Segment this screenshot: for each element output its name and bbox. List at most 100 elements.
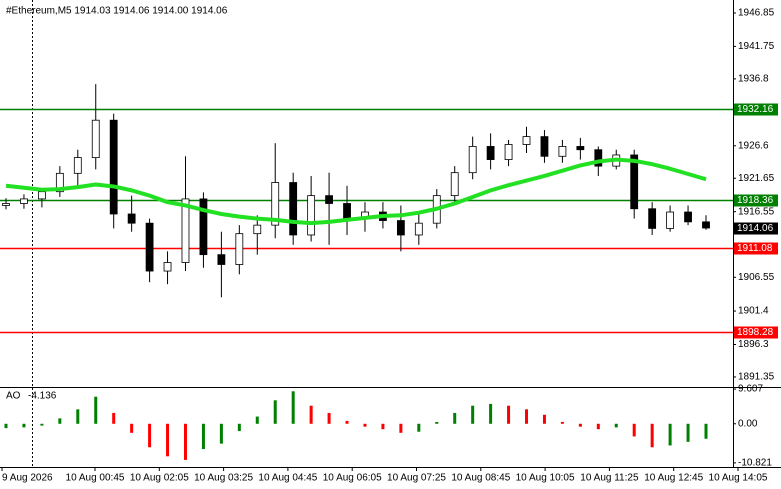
x-tick-label: 10 Aug 04:45 <box>258 473 317 484</box>
y-tick-label: 1896.3 <box>738 339 769 350</box>
x-tick-label: 10 Aug 08:45 <box>451 473 510 484</box>
candle-body <box>199 198 208 256</box>
level-label-box <box>734 242 778 255</box>
candle-body <box>343 203 351 219</box>
ao-bar <box>273 400 277 424</box>
y-tick-label: 1936.8 <box>738 74 769 85</box>
y-tick-label: 1946.85 <box>738 8 775 19</box>
candle-body <box>702 221 710 229</box>
x-tick-label: 9 Aug 2026 <box>2 473 53 484</box>
candle-body <box>558 146 567 157</box>
ao-bar <box>327 412 331 424</box>
y-tick-label: 9.607 <box>738 384 763 395</box>
ao-bar <box>578 423 582 427</box>
ao-bar <box>525 409 529 424</box>
ao-bar <box>94 396 98 424</box>
current-price-label: 1914.06 <box>737 223 774 234</box>
ao-bar <box>650 423 654 448</box>
x-tick-label: 10 Aug 00:45 <box>66 473 125 484</box>
y-tick-label: 1906.55 <box>738 272 775 283</box>
x-tick-label: 10 Aug 06:05 <box>323 473 382 484</box>
ao-bar <box>614 423 618 428</box>
ao-bar <box>76 409 80 424</box>
ao-bar <box>632 423 636 437</box>
ao-bar <box>560 421 564 424</box>
candle-body <box>271 182 280 226</box>
ao-bar <box>435 421 439 424</box>
candle-body <box>217 254 226 265</box>
level-label: 1898.28 <box>737 327 774 338</box>
y-tick-label: 0.00 <box>738 418 758 429</box>
candle-body <box>594 149 603 167</box>
candle-body <box>163 262 172 272</box>
ao-bar <box>183 423 187 460</box>
candle-body <box>37 191 46 200</box>
candle-body <box>325 195 333 204</box>
level-label: 1932.16 <box>737 104 774 115</box>
ao-bar <box>22 423 26 428</box>
candle-body <box>289 182 298 236</box>
ao-bar <box>112 412 116 424</box>
level-label: 1918.36 <box>737 195 774 206</box>
ao-bar <box>471 405 475 424</box>
candle-body <box>450 172 459 197</box>
ao-bar <box>148 423 152 448</box>
x-tick-label: 10 Aug 03:25 <box>194 473 253 484</box>
ao-bar <box>237 423 241 432</box>
ao-bar <box>40 423 44 426</box>
candle-body <box>91 119 100 158</box>
y-tick-label: 1921.65 <box>738 173 775 184</box>
candle-body <box>540 136 549 157</box>
ao-bar <box>507 405 511 424</box>
level-label: 1911.08 <box>737 243 773 254</box>
level-label-box <box>734 103 778 116</box>
y-tick-label: -10.821 <box>738 458 772 469</box>
ao-bar <box>363 423 367 427</box>
ao-bar <box>596 423 600 430</box>
candle-body <box>109 119 118 215</box>
ao-bar <box>201 423 205 450</box>
candle-body <box>468 146 477 174</box>
indicator-title: AO <box>6 391 21 402</box>
ao-bar <box>345 420 349 424</box>
x-tick-label: 10 Aug 12:45 <box>644 473 703 484</box>
ao-bar <box>453 412 457 424</box>
y-tick-label: 1916.55 <box>738 206 775 217</box>
candle-body <box>396 220 405 236</box>
ao-bar <box>417 423 421 432</box>
current-price-box <box>734 222 778 235</box>
ao-bar <box>255 416 259 424</box>
ao-bar <box>166 423 170 457</box>
ao-bar <box>291 391 295 424</box>
candle-body <box>127 213 136 224</box>
candle-body <box>648 208 657 229</box>
x-tick-label: 10 Aug 11:25 <box>580 473 639 484</box>
candle-body <box>307 195 316 236</box>
ao-bar <box>309 405 313 424</box>
candle-body <box>414 222 423 236</box>
ao-bar <box>399 423 403 433</box>
ao-bar <box>686 423 690 442</box>
x-tick-label: 10 Aug 02:05 <box>130 473 189 484</box>
chart-title: #Ethereum,M5 1914.03 1914.06 1914.00 191… <box>6 6 228 17</box>
moving-average <box>5 157 707 226</box>
candle-body <box>522 136 531 145</box>
candle-body <box>684 211 692 223</box>
candle-body <box>576 146 585 151</box>
ao-bar <box>219 423 223 444</box>
level-label-box <box>734 194 778 207</box>
y-tick-label: 1891.35 <box>738 372 775 383</box>
indicator-value: -4.136 <box>28 391 57 402</box>
ao-bar <box>542 414 546 424</box>
y-tick-label: 1901.4 <box>738 306 769 317</box>
candle-body <box>504 144 513 160</box>
candle-body <box>235 233 244 265</box>
ao-bar <box>704 423 708 439</box>
candle-body <box>181 198 190 263</box>
y-tick-label: 1926.6 <box>738 140 769 151</box>
ao-bar <box>668 423 672 446</box>
ao-bar <box>489 403 493 424</box>
candle-body <box>666 211 675 229</box>
y-tick-label: 1941.75 <box>738 41 775 52</box>
